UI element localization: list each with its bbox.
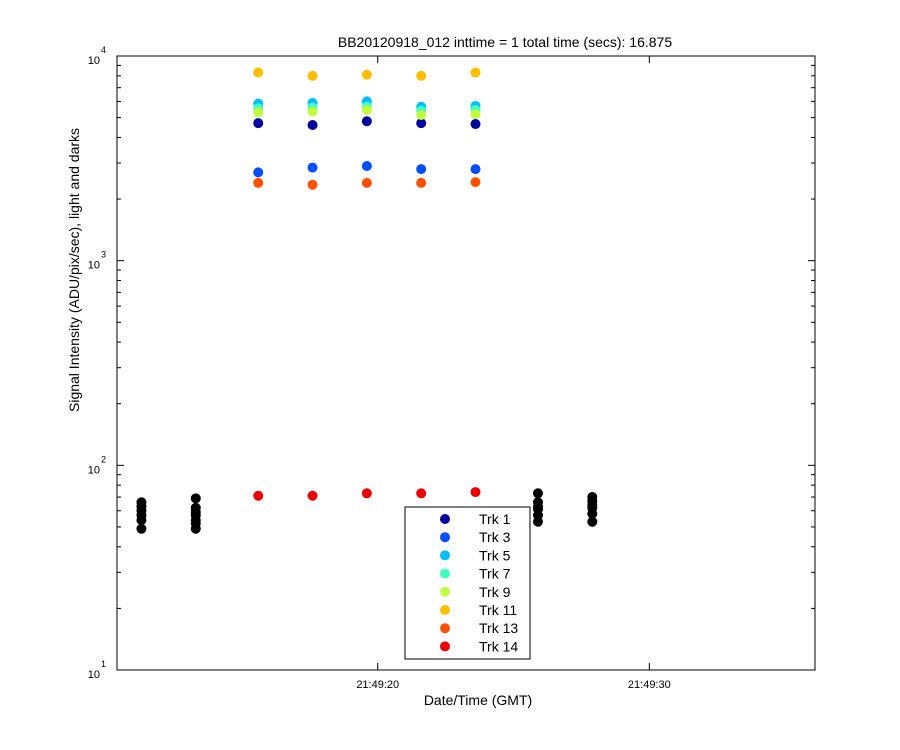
dark-point bbox=[587, 516, 598, 527]
axis-ticks bbox=[117, 56, 815, 671]
point-trk-9 bbox=[361, 104, 372, 115]
legend-label: Trk 3 bbox=[479, 529, 511, 545]
legend-label: Trk 5 bbox=[479, 547, 511, 563]
x-tick-labels: 21:49:20 21:49:30 bbox=[356, 679, 670, 691]
point-trk-3 bbox=[253, 167, 264, 178]
legend-marker bbox=[440, 514, 450, 524]
y-tick-label: 10 bbox=[88, 260, 100, 272]
y-tick-label: 10 bbox=[88, 464, 100, 476]
dark-point bbox=[190, 523, 201, 534]
y-tick-label: 10 bbox=[88, 669, 100, 681]
legend-marker bbox=[440, 641, 450, 652]
dark-point bbox=[532, 488, 543, 499]
point-trk-13 bbox=[470, 177, 481, 188]
point-trk-3 bbox=[307, 162, 318, 173]
point-trk-11 bbox=[253, 67, 264, 78]
x-tick-label: 21:49:30 bbox=[628, 679, 671, 691]
point-trk-1 bbox=[361, 116, 372, 127]
point-trk-14 bbox=[361, 488, 372, 499]
y-tick-exponent: 3 bbox=[101, 250, 106, 260]
point-trk-1 bbox=[253, 118, 264, 129]
dark-point bbox=[136, 515, 147, 526]
point-trk-3 bbox=[416, 164, 427, 175]
point-trk-14 bbox=[253, 490, 264, 501]
point-trk-9 bbox=[470, 109, 481, 120]
legend: Trk 1 Trk 3 Trk 5 Trk 7 Trk 9 Trk 11 Trk 13 Trk… bbox=[404, 506, 531, 660]
y-tick-exponent: 4 bbox=[101, 45, 106, 55]
point-trk-1 bbox=[307, 120, 318, 131]
point-trk-11 bbox=[416, 70, 427, 81]
chart-title: BB20120918_012 inttime = 1 total time (s… bbox=[338, 34, 672, 50]
point-trk-1 bbox=[470, 119, 481, 130]
point-trk-11 bbox=[470, 67, 481, 78]
point-trk-9 bbox=[416, 109, 427, 120]
point-trk-13 bbox=[416, 177, 427, 188]
legend-marker bbox=[440, 568, 450, 579]
legend-label: Trk 1 bbox=[479, 511, 511, 527]
point-trk-14 bbox=[470, 487, 481, 498]
legend-marker bbox=[440, 550, 450, 561]
point-trk-1 bbox=[416, 118, 427, 129]
point-trk-9 bbox=[253, 107, 264, 118]
legend-label: Trk 7 bbox=[479, 566, 511, 582]
legend-marker bbox=[440, 532, 450, 543]
x-axis-label: Date/Time (GMT) bbox=[424, 692, 532, 708]
legend-marker bbox=[440, 586, 450, 597]
point-trk-11 bbox=[307, 70, 318, 81]
point-trk-11 bbox=[361, 69, 372, 80]
legend-label: Trk 9 bbox=[479, 584, 511, 600]
y-tick-exponent: 2 bbox=[101, 454, 106, 464]
point-trk-9 bbox=[307, 106, 318, 117]
x-tick-label: 21:49:20 bbox=[356, 679, 399, 691]
legend-marker bbox=[440, 605, 450, 615]
point-trk-13 bbox=[307, 179, 318, 190]
legend-box bbox=[404, 506, 531, 660]
point-trk-14 bbox=[307, 490, 318, 501]
point-trk-3 bbox=[470, 164, 481, 175]
legend-label: Trk 11 bbox=[479, 602, 517, 618]
point-trk-13 bbox=[361, 177, 372, 188]
legend-label: Trk 14 bbox=[479, 638, 518, 654]
legend-marker bbox=[440, 623, 450, 634]
legend-label: Trk 13 bbox=[479, 620, 518, 636]
dark-point bbox=[532, 516, 543, 527]
point-trk-14 bbox=[416, 488, 427, 499]
dark-point bbox=[587, 508, 598, 519]
data-points bbox=[136, 67, 598, 534]
dark-point bbox=[190, 493, 201, 504]
y-tick-exponent: 1 bbox=[101, 659, 106, 669]
y-tick-label: 10 bbox=[88, 55, 100, 67]
dark-point bbox=[136, 523, 147, 534]
point-trk-13 bbox=[253, 177, 264, 188]
point-trk-3 bbox=[361, 161, 372, 172]
y-axis-label: Signal Intensity (ADU/pix/sec), light an… bbox=[66, 128, 82, 412]
